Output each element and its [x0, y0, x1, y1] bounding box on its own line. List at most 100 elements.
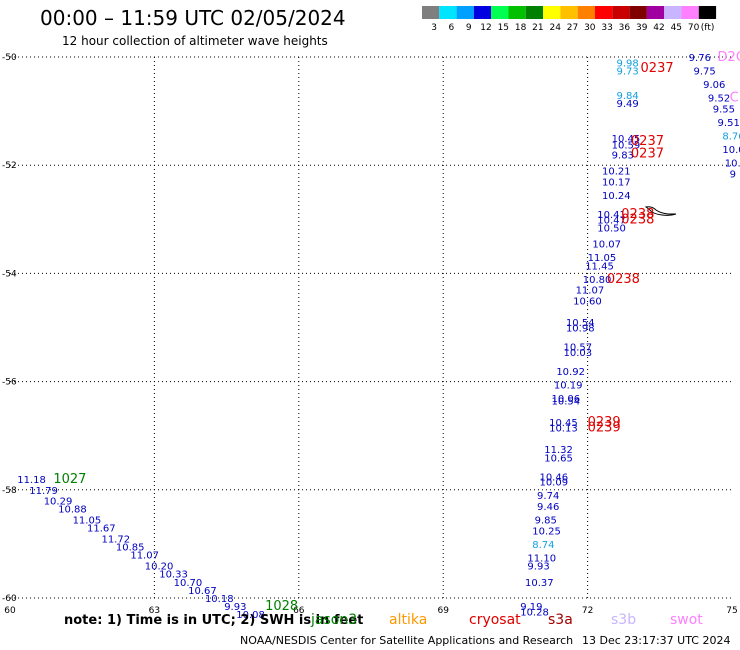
- swh-value: 9: [730, 169, 736, 180]
- swh-value: 9.93: [224, 602, 246, 613]
- color-legend: 3 6 9 12 15 18 21 24 27 30 33 36 39 42 45 70 (ft): [422, 6, 717, 33]
- swh-value: 10.33: [159, 570, 188, 581]
- x-tick-label: 66: [293, 606, 305, 616]
- pass-time-label: 0238: [621, 212, 654, 227]
- legend-label: 42: [653, 23, 664, 33]
- y-tick-label: -52: [2, 161, 17, 171]
- swh-value: 10.09: [539, 478, 568, 489]
- swh-value: 10.70: [174, 578, 203, 589]
- pass-time-label: 0239: [588, 421, 621, 436]
- legend-swatch: [439, 6, 457, 19]
- legend-swatch: [473, 6, 492, 19]
- swh-value: 10.28: [520, 608, 549, 619]
- legend-swatch: [698, 6, 717, 19]
- legend-label: 45: [671, 23, 682, 33]
- swh-value: 9.73: [616, 67, 638, 78]
- swh-value: 11.45: [585, 261, 614, 272]
- legend-label: 36: [619, 23, 631, 33]
- coastline-island: [644, 206, 677, 216]
- swh-value: 11.07: [130, 551, 159, 562]
- pass-time-label: 0239: [588, 415, 621, 430]
- legend-swatch: [525, 6, 544, 19]
- legend-label: 39: [636, 23, 648, 33]
- swh-value: 9.83: [612, 150, 634, 161]
- legend-swatch: [629, 6, 647, 19]
- sat-cryosat: cryosat: [469, 612, 521, 628]
- swh-value: 9.93: [527, 562, 549, 573]
- swh-value: 10.17: [602, 177, 631, 188]
- swh-value: 9.52: [708, 94, 730, 105]
- swh-value: 8.74: [532, 540, 554, 551]
- y-tick-label: -60: [2, 594, 17, 604]
- timestamp: 13 Dec 23:17:37 UTC 2024: [582, 634, 731, 647]
- swh-value: 10.67: [188, 586, 217, 597]
- y-tick-label: -56: [2, 378, 17, 388]
- swh-value: 10.50: [597, 223, 626, 234]
- swh-value: 10.54: [552, 397, 581, 408]
- legend-label: 33: [601, 23, 612, 33]
- swh-value: 10.20: [145, 562, 174, 573]
- swh-value: 10.: [725, 158, 740, 169]
- pass-time-label: 0237: [631, 146, 664, 161]
- swh-value: 10.41: [597, 210, 626, 221]
- pass-time-label: 0237: [631, 134, 664, 149]
- legend-swatch: [508, 6, 526, 19]
- legend-label: 30: [584, 23, 596, 33]
- legend-swatch: [491, 6, 509, 19]
- legend-swatch: [456, 6, 474, 19]
- legend-label: 70: [688, 23, 700, 33]
- legend-swatch: [612, 6, 630, 19]
- swh-value: 10.60: [573, 296, 602, 307]
- sat-altika: altika: [389, 612, 428, 628]
- y-tick-label: -50: [2, 53, 17, 63]
- swh-value: 11.79: [29, 486, 58, 497]
- pass-time-label: 1028: [265, 599, 298, 614]
- swh-value: 10.29: [44, 497, 73, 508]
- sat-s3a: s3a: [548, 612, 573, 628]
- sat-s3b: s3b: [611, 612, 637, 628]
- x-tick-label: 63: [149, 606, 160, 616]
- credit-line: NOAA/NESDIS Center for Satellite Applica…: [240, 634, 574, 647]
- swh-value: 11.10: [527, 553, 556, 564]
- legend-unit: (ft): [701, 23, 715, 33]
- swh-value: 10.07: [592, 240, 621, 251]
- swh-labels: 9.76D2C9.759.069.52C9.559.518.7610.010.9…: [17, 50, 740, 621]
- pass-time-label: 1027: [53, 472, 86, 487]
- swh-value: 10.18: [205, 594, 234, 605]
- swh-value: 10.85: [116, 543, 145, 554]
- swh-value: 9.19: [520, 602, 542, 613]
- swh-value: 10.98: [566, 324, 595, 335]
- swh-value: 9.85: [535, 516, 557, 527]
- swh-value: 10.19: [554, 380, 583, 391]
- sat-swot: swot: [670, 612, 703, 628]
- swh-value: 10.13: [549, 424, 578, 435]
- legend-label: 27: [567, 23, 578, 33]
- page-subtitle: 12 hour collection of altimeter wave hei…: [62, 34, 328, 48]
- legend-swatch: [664, 6, 682, 19]
- swh-value: 10.37: [525, 578, 554, 589]
- swh-value: 11.67: [87, 524, 116, 535]
- swh-value: 9.51: [718, 118, 740, 129]
- swh-value: 10.45: [549, 418, 578, 429]
- legend-swatch: [560, 6, 578, 19]
- x-tick-label: 75: [726, 606, 737, 616]
- pass-time-label: C: [730, 91, 739, 106]
- swh-value: 11.18: [17, 475, 46, 486]
- legend-swatch: [646, 6, 665, 19]
- legend-label: 12: [480, 23, 491, 33]
- legend-label: 6: [449, 23, 455, 33]
- swh-value: 11.05: [73, 516, 102, 527]
- swh-value: 10.25: [532, 526, 561, 537]
- swh-value: 10.21: [602, 167, 631, 178]
- swh-value: 9.49: [616, 99, 638, 110]
- legend-label: 3: [431, 23, 437, 33]
- footer-note: note: 1) Time is in UTC; 2) SWH is in fe…: [64, 613, 364, 628]
- x-tick-label: 69: [437, 606, 449, 616]
- swh-value: 9.75: [693, 67, 715, 78]
- swh-value: 9.46: [537, 502, 559, 513]
- swh-value: 9.98: [616, 58, 638, 69]
- swh-value: 11.32: [544, 445, 573, 456]
- legend-label: 9: [466, 23, 472, 33]
- map-ticks: 60 63 66 69 72 75 -50 -52 -54 -56 -58 -60: [2, 53, 738, 616]
